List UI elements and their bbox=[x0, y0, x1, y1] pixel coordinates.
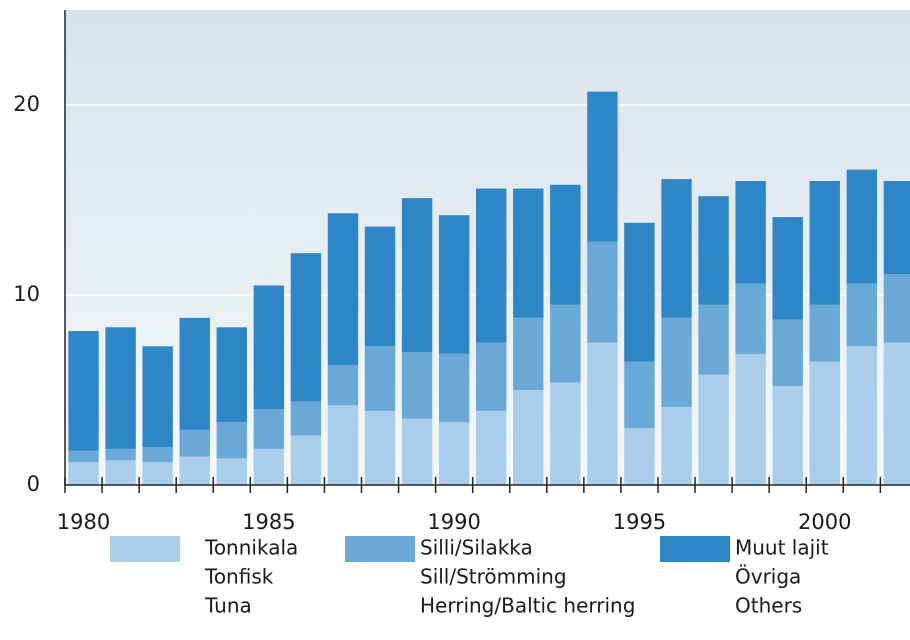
legend-label: Herring/Baltic herring bbox=[420, 594, 635, 618]
bar-segment bbox=[290, 435, 322, 485]
legend-label: Tonfisk bbox=[204, 565, 274, 589]
bar-segment bbox=[698, 374, 729, 485]
bar-segment bbox=[587, 241, 618, 343]
x-tick-label: 1985 bbox=[242, 510, 295, 534]
bar-segment bbox=[550, 304, 581, 383]
legend-swatch bbox=[660, 536, 730, 562]
bar-segment bbox=[772, 319, 803, 387]
bar-segment bbox=[624, 361, 655, 428]
legend-label: Tonnikala bbox=[204, 536, 298, 560]
bar-segment bbox=[883, 181, 910, 275]
bar-segment bbox=[438, 215, 470, 354]
bar-segment bbox=[253, 448, 285, 485]
bar-segment bbox=[142, 346, 173, 447]
bar-segment bbox=[401, 198, 433, 352]
bar-segment bbox=[513, 188, 544, 318]
bar-segment bbox=[476, 188, 507, 343]
bar-segment bbox=[438, 353, 470, 423]
x-tick-label: 1980 bbox=[57, 510, 110, 534]
bar-segment bbox=[587, 342, 618, 485]
x-tick-label: 1995 bbox=[613, 510, 666, 534]
x-tick-label: 2000 bbox=[798, 510, 851, 534]
bar-segment bbox=[68, 462, 99, 485]
bar-segment bbox=[142, 447, 173, 463]
bar-segment bbox=[624, 222, 655, 362]
y-tick-label: 0 bbox=[27, 472, 40, 496]
bar-segment bbox=[364, 410, 396, 485]
bar-segment bbox=[105, 448, 136, 461]
bar-segment bbox=[327, 405, 359, 485]
bar-segment bbox=[216, 458, 247, 485]
bar-segment bbox=[809, 304, 840, 362]
bar-segment bbox=[550, 184, 581, 305]
bar-segment bbox=[772, 217, 803, 320]
bar-segment bbox=[735, 353, 766, 485]
bar-segment bbox=[883, 342, 910, 485]
bar-segment bbox=[513, 317, 544, 390]
bar-segment bbox=[401, 418, 433, 485]
bar-segment bbox=[216, 327, 247, 423]
bar-segment bbox=[438, 422, 470, 485]
bar-segment bbox=[809, 181, 840, 305]
bar-segment bbox=[513, 390, 544, 485]
bar-segment bbox=[809, 361, 840, 485]
bar-segment bbox=[550, 382, 581, 485]
bar-segment bbox=[253, 409, 285, 449]
bar-segment bbox=[698, 304, 729, 375]
bar-segment bbox=[105, 327, 136, 449]
bar-segment bbox=[364, 226, 396, 347]
bar-segment bbox=[253, 285, 285, 409]
bar-segment bbox=[68, 450, 99, 463]
bar-segment bbox=[846, 346, 878, 485]
bar-segment bbox=[476, 342, 507, 411]
bar-segment bbox=[179, 317, 210, 430]
bar-segment bbox=[587, 91, 618, 242]
legend-label: Övriga bbox=[735, 565, 801, 589]
bar-segment bbox=[846, 283, 878, 347]
legend-swatch bbox=[110, 536, 180, 562]
bar-segment bbox=[179, 429, 210, 457]
bar-segment bbox=[290, 401, 322, 436]
bar-segment bbox=[401, 352, 433, 419]
bar-segment bbox=[735, 283, 766, 354]
bar-segment bbox=[142, 462, 173, 485]
bar-segment bbox=[698, 196, 729, 305]
legend-swatch bbox=[345, 536, 415, 562]
bar-segment bbox=[179, 456, 210, 485]
bar-segment bbox=[772, 386, 803, 485]
bar-segment bbox=[68, 331, 99, 451]
bar-segment bbox=[476, 410, 507, 485]
legend-label: Muut lajit bbox=[735, 536, 829, 560]
x-tick-label: 1990 bbox=[427, 510, 480, 534]
bar-segment bbox=[290, 253, 322, 402]
bar-segment bbox=[661, 317, 692, 408]
legend-label: Sill/Strömming bbox=[420, 565, 567, 589]
bar-segment bbox=[624, 428, 655, 485]
bar-segment bbox=[735, 181, 766, 284]
bar-segment bbox=[216, 422, 247, 459]
bar-segment bbox=[105, 460, 136, 485]
bar-segment bbox=[364, 346, 396, 411]
bar-segment bbox=[661, 407, 692, 485]
bar-segment bbox=[883, 274, 910, 343]
legend-label: Silli/Silakka bbox=[420, 536, 533, 560]
legend-label: Others bbox=[735, 594, 802, 618]
legend-label: Tuna bbox=[204, 594, 252, 618]
bar-segment bbox=[327, 213, 359, 366]
bar-segment bbox=[327, 365, 359, 406]
y-tick-label: 10 bbox=[13, 282, 40, 306]
y-tick-label: 20 bbox=[13, 92, 40, 116]
bar-segment bbox=[846, 169, 878, 284]
bar-segment bbox=[661, 179, 692, 318]
